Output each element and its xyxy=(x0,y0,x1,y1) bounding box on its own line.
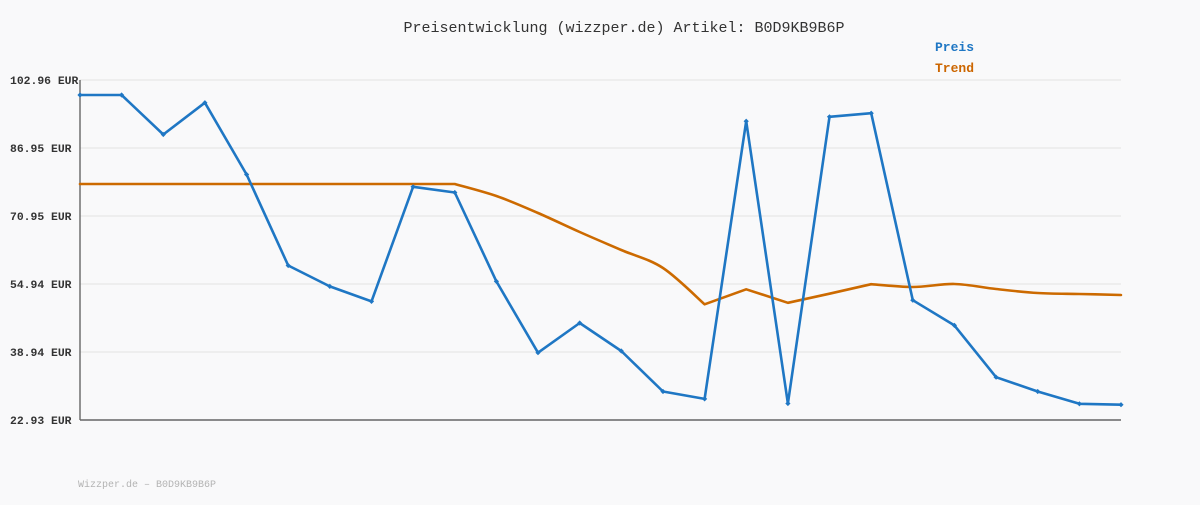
svg-text:86.95 EUR: 86.95 EUR xyxy=(10,144,72,156)
svg-text:38.94 EUR: 38.94 EUR xyxy=(10,348,72,360)
svg-text:22.93 EUR: 22.93 EUR xyxy=(10,416,72,428)
svg-text:70.95 EUR: 70.95 EUR xyxy=(10,212,72,224)
svg-text:54.94 EUR: 54.94 EUR xyxy=(10,280,72,292)
svg-text:102.96 EUR: 102.96 EUR xyxy=(10,76,79,88)
